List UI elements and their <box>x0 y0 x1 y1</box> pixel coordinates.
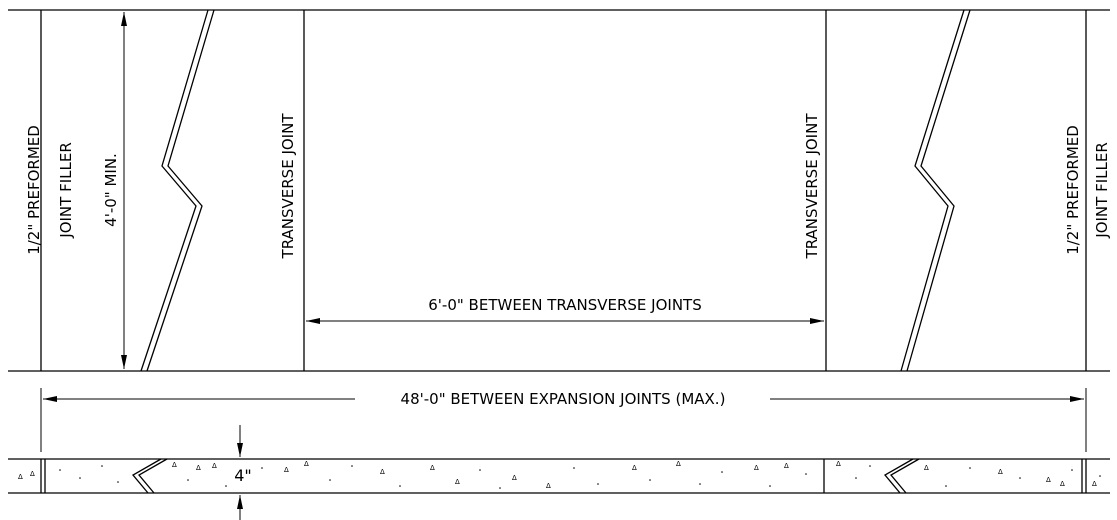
aggregate-mark: Δ <box>284 466 289 474</box>
aggregate-mark: Δ <box>676 460 681 468</box>
concrete-hatch: Δ Δ Δ Δ Δ Δ Δ Δ Δ Δ Δ Δ Δ Δ Δ Δ Δ Δ Δ Δ … <box>18 460 1101 490</box>
aggregate-mark: Δ <box>196 464 201 472</box>
expansion-spacing-label: 48'-0" BETWEEN EXPANSION JOINTS (MAX.) <box>401 390 726 408</box>
thickness-label: 4" <box>234 466 252 485</box>
aggregate-mark: Δ <box>754 464 759 472</box>
aggregate-mark: Δ <box>546 482 551 490</box>
aggregate-mark: Δ <box>632 464 637 472</box>
aggregate-mark: Δ <box>30 470 35 478</box>
expansion-spacing-dimension: 48'-0" BETWEEN EXPANSION JOINTS (MAX.) <box>40 388 1087 452</box>
aggregate-mark: Δ <box>1092 480 1097 488</box>
preformed-filler-right-label-line1: 1/2" PREFORMED <box>1064 125 1082 255</box>
section-break-right-a <box>884 458 914 494</box>
section-break-right-b <box>890 458 920 494</box>
aggregate-mark: Δ <box>18 473 23 481</box>
aggregate-mark: Δ <box>430 464 435 472</box>
aggregate-mark: Δ <box>784 462 789 470</box>
break-line-left-b <box>146 9 215 372</box>
aggregate-mark: Δ <box>172 461 177 469</box>
break-line-left-a <box>140 9 209 372</box>
break-line-right-a <box>900 9 965 372</box>
transverse-joint-left-label: TRANSVERSE JOINT <box>279 113 297 260</box>
transverse-joint-right-label: TRANSVERSE JOINT <box>803 113 821 260</box>
aggregate-mark: Δ <box>998 468 1003 476</box>
min-width-label: 4'-0" MIN. <box>102 153 120 227</box>
aggregate-mark: Δ <box>380 468 385 476</box>
break-line-right-b <box>906 9 971 372</box>
plan-view: 1/2" PREFORMED JOINT FILLER 4'-0" MIN. T… <box>8 9 1111 372</box>
section-break-left-a <box>132 458 162 494</box>
preformed-filler-left-label-line1: 1/2" PREFORMED <box>25 125 43 255</box>
section-break-left-b <box>138 458 168 494</box>
aggregate-mark: Δ <box>836 460 841 468</box>
aggregate-mark: Δ <box>304 460 309 468</box>
aggregate-mark: Δ <box>1060 480 1065 488</box>
transverse-spacing-label: 6'-0" BETWEEN TRANSVERSE JOINTS <box>428 296 701 314</box>
section-view: 4" Δ Δ Δ Δ Δ Δ Δ Δ Δ Δ Δ Δ Δ Δ Δ Δ Δ Δ Δ… <box>8 425 1110 520</box>
aggregate-mark: Δ <box>924 464 929 472</box>
preformed-filler-left-label-line2: JOINT FILLER <box>57 142 75 238</box>
aggregate-mark: Δ <box>1046 476 1051 484</box>
aggregate-mark: Δ <box>455 478 460 486</box>
aggregate-mark: Δ <box>212 462 217 470</box>
aggregate-dots <box>59 465 1101 489</box>
preformed-filler-right-label-line2: JOINT FILLER <box>1093 142 1111 238</box>
aggregate-mark: Δ <box>512 474 517 482</box>
